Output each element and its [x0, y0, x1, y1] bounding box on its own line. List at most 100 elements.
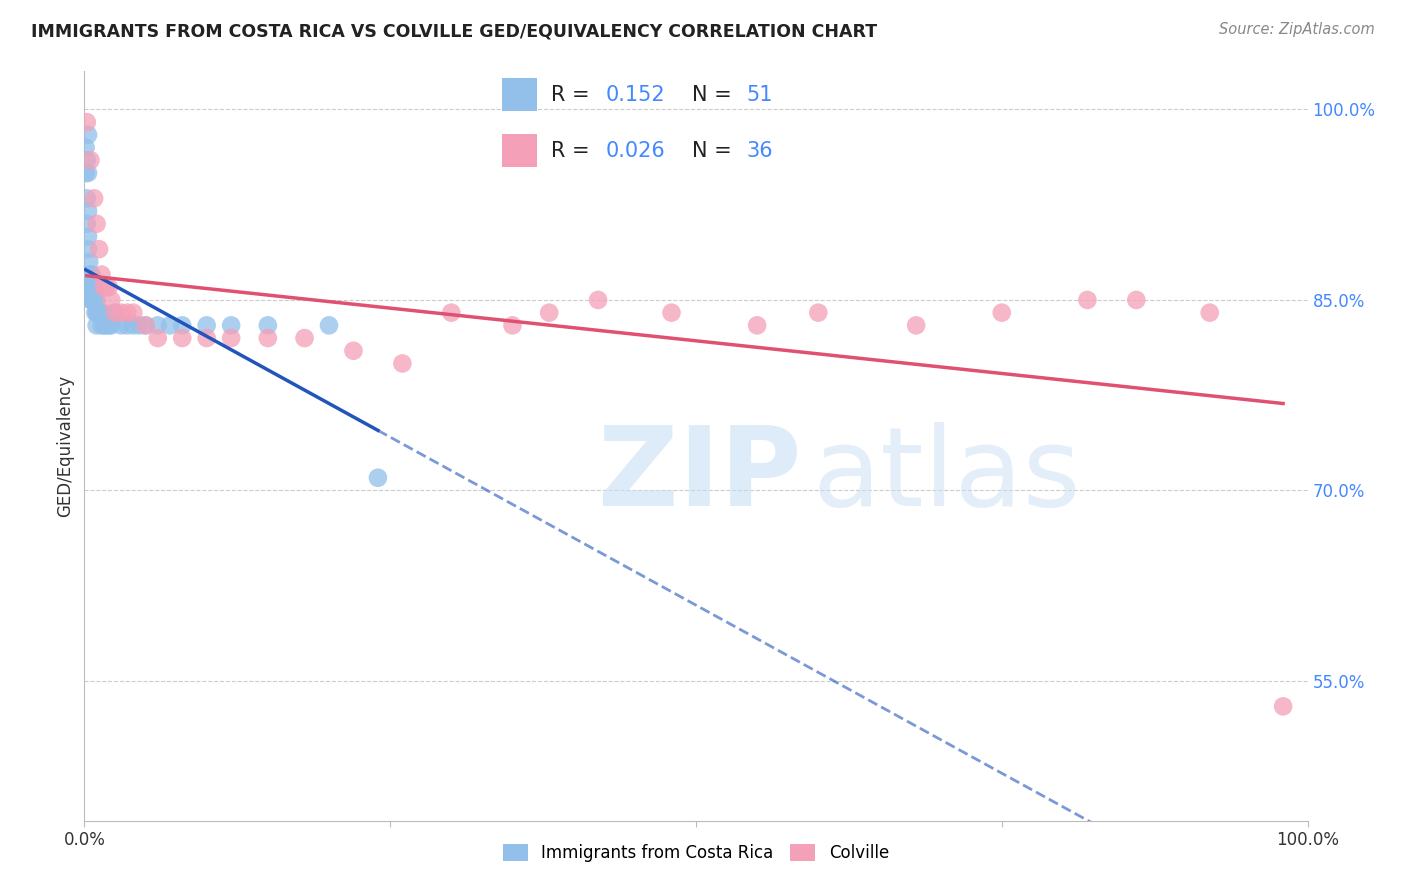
Point	[86, 293, 108, 307]
Text: N =: N =	[692, 85, 738, 104]
Point	[79, 293, 101, 307]
Point	[318, 318, 340, 333]
Point	[96, 280, 118, 294]
Point	[77, 268, 100, 282]
Point	[586, 293, 609, 307]
Point	[90, 318, 112, 333]
Point	[76, 217, 98, 231]
Point	[115, 318, 138, 333]
Point	[87, 306, 110, 320]
Point	[219, 331, 242, 345]
Point	[391, 356, 413, 370]
Text: 0.026: 0.026	[606, 141, 665, 161]
Point	[122, 306, 145, 320]
Text: atlas: atlas	[813, 423, 1081, 530]
Point	[195, 331, 218, 345]
Point	[100, 318, 122, 333]
Point	[257, 318, 280, 333]
Point	[159, 318, 181, 333]
Point	[87, 242, 110, 256]
Point	[104, 306, 127, 320]
Point	[991, 306, 1014, 320]
Point	[905, 318, 928, 333]
Text: 0.152: 0.152	[606, 85, 665, 104]
Text: Source: ZipAtlas.com: Source: ZipAtlas.com	[1219, 22, 1375, 37]
Text: R =: R =	[551, 85, 596, 104]
Point	[77, 280, 100, 294]
Point	[502, 318, 524, 333]
Point	[75, 140, 97, 154]
Point	[84, 306, 107, 320]
Point	[89, 306, 111, 320]
Point	[80, 293, 103, 307]
Point	[86, 217, 108, 231]
Point	[80, 280, 103, 294]
Point	[76, 115, 98, 129]
Point	[128, 318, 150, 333]
Point	[96, 318, 118, 333]
Point	[440, 306, 463, 320]
Text: ZIP: ZIP	[598, 423, 801, 530]
Legend: Immigrants from Costa Rica, Colville: Immigrants from Costa Rica, Colville	[496, 837, 896, 869]
Point	[146, 318, 169, 333]
Point	[135, 318, 157, 333]
Point	[76, 153, 98, 168]
Point	[91, 306, 114, 320]
Point	[77, 242, 100, 256]
Point	[110, 306, 132, 320]
Point	[79, 268, 101, 282]
Point	[93, 280, 115, 294]
Point	[84, 293, 107, 307]
Point	[135, 318, 157, 333]
Y-axis label: GED/Equivalency: GED/Equivalency	[56, 375, 75, 517]
Point	[294, 331, 316, 345]
FancyBboxPatch shape	[502, 134, 537, 168]
Point	[661, 306, 683, 320]
Point	[82, 280, 104, 294]
Point	[86, 318, 108, 333]
Point	[77, 255, 100, 269]
Point	[538, 306, 561, 320]
FancyBboxPatch shape	[502, 78, 537, 112]
Point	[83, 293, 105, 307]
Point	[807, 306, 830, 320]
Point	[75, 166, 97, 180]
Point	[110, 318, 132, 333]
Text: 36: 36	[747, 141, 773, 161]
Point	[146, 331, 169, 345]
Text: N =: N =	[692, 141, 738, 161]
Point	[83, 280, 105, 294]
Point	[82, 293, 104, 307]
Point	[104, 306, 127, 320]
Point	[1076, 293, 1098, 307]
Point	[77, 229, 100, 244]
Text: 51: 51	[747, 85, 773, 104]
Point	[115, 306, 138, 320]
Point	[93, 318, 115, 333]
Point	[257, 331, 280, 345]
Point	[367, 471, 389, 485]
Text: R =: R =	[551, 141, 596, 161]
Point	[77, 128, 100, 142]
Point	[77, 166, 100, 180]
Point	[90, 268, 112, 282]
Point	[219, 318, 242, 333]
Point	[1198, 306, 1220, 320]
Point	[1125, 293, 1147, 307]
Point	[83, 191, 105, 205]
Point	[97, 280, 120, 294]
Point	[80, 268, 103, 282]
Point	[342, 343, 364, 358]
Point	[172, 318, 194, 333]
Point	[97, 318, 120, 333]
Point	[86, 306, 108, 320]
Point	[747, 318, 769, 333]
Point	[100, 293, 122, 307]
Point	[195, 318, 218, 333]
Point	[122, 318, 145, 333]
Point	[76, 191, 98, 205]
Point	[77, 204, 100, 219]
Point	[172, 331, 194, 345]
Point	[79, 280, 101, 294]
Point	[1272, 699, 1295, 714]
